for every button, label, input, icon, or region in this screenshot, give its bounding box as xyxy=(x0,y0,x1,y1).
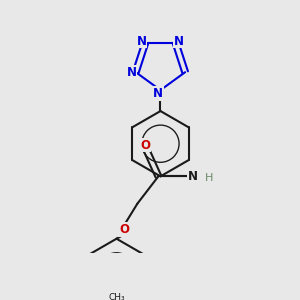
Text: N: N xyxy=(137,34,147,48)
Text: H: H xyxy=(205,173,214,183)
Text: N: N xyxy=(174,34,184,48)
Text: N: N xyxy=(127,66,136,79)
Text: N: N xyxy=(153,87,164,100)
Text: CH₃: CH₃ xyxy=(108,293,125,300)
Text: O: O xyxy=(141,139,151,152)
Text: O: O xyxy=(119,223,129,236)
Text: N: N xyxy=(188,170,198,183)
